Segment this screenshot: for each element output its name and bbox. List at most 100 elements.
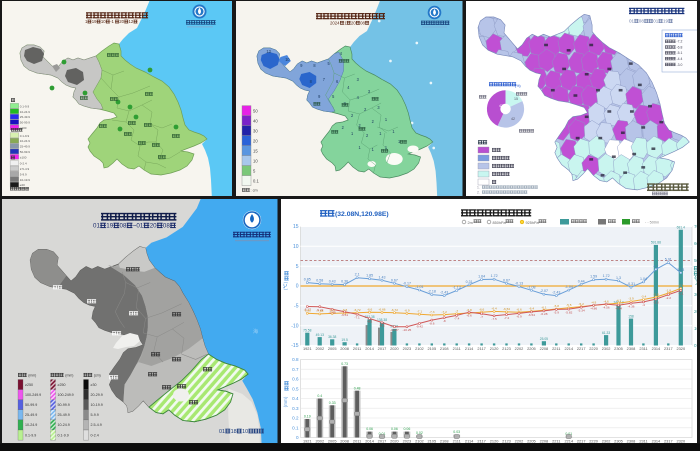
svg-text:2311: 2311 bbox=[639, 438, 647, 443]
svg-text:42: 42 bbox=[511, 117, 515, 121]
svg-text:75.58: 75.58 bbox=[303, 329, 311, 333]
svg-text:153.38: 153.38 bbox=[365, 315, 375, 319]
svg-text:25-49.9: 25-49.9 bbox=[20, 115, 31, 119]
svg-text:-3.9: -3.9 bbox=[628, 297, 634, 301]
svg-text:1.43: 1.43 bbox=[379, 275, 386, 279]
svg-text:-4.4: -4.4 bbox=[677, 57, 683, 61]
svg-text:(cm): (cm) bbox=[94, 374, 101, 378]
svg-text:1: 1 bbox=[385, 117, 388, 122]
svg-text:-4.56: -4.56 bbox=[603, 305, 610, 309]
svg-text:2320: 2320 bbox=[676, 346, 685, 351]
svg-text:≥20: ≥20 bbox=[20, 183, 25, 187]
svg-text:2: 2 bbox=[372, 119, 375, 124]
svg-text:2017: 2017 bbox=[378, 346, 387, 351]
svg-text:4: 4 bbox=[340, 51, 343, 56]
svg-text:-6.72: -6.72 bbox=[354, 308, 361, 312]
svg-text:-9.2: -9.2 bbox=[379, 324, 385, 328]
svg-text:0.1-9.9: 0.1-9.9 bbox=[20, 104, 30, 108]
svg-text:-2.43: -2.43 bbox=[440, 291, 448, 295]
svg-text:(m): (m) bbox=[695, 279, 700, 286]
svg-text:2208: 2208 bbox=[540, 438, 549, 443]
svg-text:2023: 2023 bbox=[403, 438, 412, 443]
svg-text:2205: 2205 bbox=[527, 438, 536, 443]
svg-text:1.72: 1.72 bbox=[603, 274, 610, 278]
svg-text:0.6: 0.6 bbox=[292, 377, 299, 382]
svg-text:-7.4: -7.4 bbox=[454, 317, 460, 321]
svg-text:1.59: 1.59 bbox=[590, 275, 597, 279]
svg-text:2.: 2. bbox=[477, 191, 480, 195]
svg-text:1: 1 bbox=[351, 131, 354, 136]
svg-text:-7.2: -7.2 bbox=[504, 316, 510, 320]
svg-text:-0.13: -0.13 bbox=[515, 282, 523, 286]
svg-text:10-24.9: 10-24.9 bbox=[58, 423, 70, 427]
svg-text:-1.08: -1.08 bbox=[527, 285, 535, 289]
svg-text:~01: ~01 bbox=[133, 223, 144, 230]
svg-text:2111: 2111 bbox=[453, 346, 461, 351]
svg-text:19.5: 19.5 bbox=[341, 338, 348, 342]
svg-text:-6.54: -6.54 bbox=[528, 313, 535, 317]
svg-text:3: 3 bbox=[377, 105, 380, 110]
svg-text:1.04: 1.04 bbox=[640, 277, 647, 281]
svg-text:850hPa: 850hPa bbox=[493, 221, 507, 225]
svg-text:0.31: 0.31 bbox=[466, 280, 473, 284]
svg-text:10-24.9: 10-24.9 bbox=[20, 110, 31, 114]
svg-text:-6.72: -6.72 bbox=[391, 308, 398, 312]
svg-text:0.7: 0.7 bbox=[292, 367, 299, 372]
svg-text:08: 08 bbox=[120, 223, 127, 230]
svg-text:-10.25: -10.25 bbox=[403, 328, 412, 332]
svg-text:(mm): (mm) bbox=[283, 396, 288, 407]
svg-text:10: 10 bbox=[101, 19, 106, 24]
svg-text:5-9.9: 5-9.9 bbox=[20, 172, 27, 176]
svg-text:2317: 2317 bbox=[664, 438, 673, 443]
svg-text:50-99.9: 50-99.9 bbox=[20, 121, 31, 125]
svg-text:2: 2 bbox=[351, 113, 354, 118]
svg-text:2002: 2002 bbox=[315, 346, 324, 351]
svg-text:0.01: 0.01 bbox=[565, 432, 572, 436]
svg-text:2308: 2308 bbox=[627, 438, 636, 443]
svg-text:2311: 2311 bbox=[639, 346, 647, 351]
svg-text:18: 18 bbox=[231, 429, 237, 435]
svg-text:0.33: 0.33 bbox=[329, 401, 336, 405]
svg-text:-6.6: -6.6 bbox=[367, 307, 373, 311]
svg-text:-6.1: -6.1 bbox=[541, 305, 547, 309]
svg-text:3.33: 3.33 bbox=[677, 268, 684, 272]
svg-text:0.1-9.9: 0.1-9.9 bbox=[20, 134, 30, 138]
svg-text:-5.1: -5.1 bbox=[677, 51, 683, 55]
svg-text:2314: 2314 bbox=[652, 346, 661, 351]
svg-text:10-19.9: 10-19.9 bbox=[20, 178, 31, 182]
svg-text:0.06: 0.06 bbox=[391, 427, 398, 431]
svg-text:7: 7 bbox=[323, 77, 326, 82]
svg-text:≥100: ≥100 bbox=[20, 126, 27, 130]
svg-text:2020: 2020 bbox=[390, 346, 399, 351]
svg-text:0.03: 0.03 bbox=[453, 430, 460, 434]
svg-text:-1.1: -1.1 bbox=[678, 292, 684, 296]
svg-text:138.38: 138.38 bbox=[377, 318, 387, 322]
svg-text:25-49.9: 25-49.9 bbox=[25, 413, 37, 417]
svg-text:1.64: 1.64 bbox=[478, 275, 485, 279]
svg-text:25-49.9: 25-49.9 bbox=[58, 413, 70, 417]
svg-text:5.91: 5.91 bbox=[665, 258, 672, 262]
svg-text:2211: 2211 bbox=[552, 438, 560, 443]
svg-text:2214: 2214 bbox=[564, 346, 573, 351]
svg-text:-5.34: -5.34 bbox=[578, 308, 585, 312]
svg-text:2105: 2105 bbox=[427, 438, 436, 443]
svg-text:-6.88: -6.88 bbox=[304, 309, 311, 313]
svg-text:1: 1 bbox=[372, 147, 375, 152]
svg-text:(mm): (mm) bbox=[28, 374, 36, 378]
svg-text:925hPa: 925hPa bbox=[526, 221, 540, 225]
svg-text:0.48: 0.48 bbox=[354, 386, 361, 390]
svg-text:0.67: 0.67 bbox=[391, 278, 398, 282]
svg-text:-7.1: -7.1 bbox=[417, 309, 423, 313]
svg-text:-5.88: -5.88 bbox=[329, 311, 336, 315]
svg-text:36.38: 36.38 bbox=[328, 335, 336, 339]
svg-text:-6.9: -6.9 bbox=[330, 309, 336, 313]
svg-text:-3.4: -3.4 bbox=[641, 295, 647, 299]
svg-text:-3.3: -3.3 bbox=[653, 300, 659, 304]
svg-text:3: 3 bbox=[357, 77, 360, 82]
svg-text:2211: 2211 bbox=[552, 346, 560, 351]
svg-text:0.4: 0.4 bbox=[317, 394, 322, 398]
svg-text:2014: 2014 bbox=[365, 346, 374, 351]
svg-text:(%): (%) bbox=[515, 84, 521, 88]
svg-text:-0.6: -0.6 bbox=[678, 284, 684, 288]
svg-text:-1.8: -1.8 bbox=[666, 288, 672, 292]
